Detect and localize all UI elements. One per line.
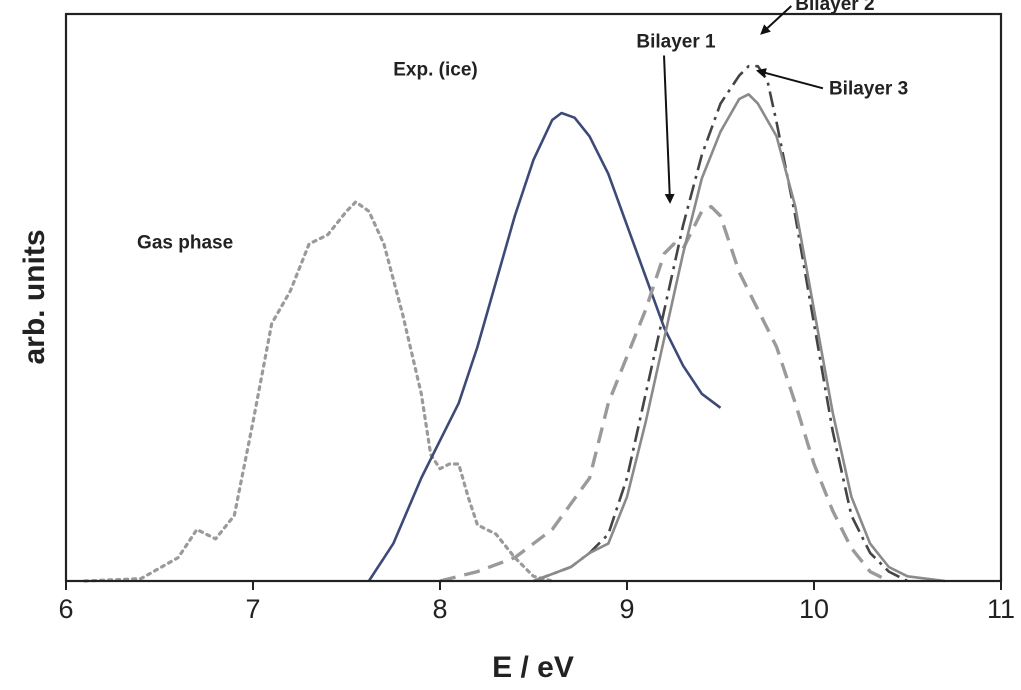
annotation-arrow xyxy=(663,55,675,204)
x-axis: 6 7 8 9 10 11 xyxy=(58,581,1015,624)
annotation-bilayer-3: Bilayer 3 xyxy=(829,78,908,99)
annotation-arrow xyxy=(760,5,792,35)
x-tick-label: 10 xyxy=(799,594,829,624)
annotation-bilayer-1: Bilayer 1 xyxy=(636,31,716,52)
plot-frame xyxy=(64,12,1003,583)
annotations: Gas phase Exp. (ice) Bilayer 1 Bilayer 2 Bil… xyxy=(137,0,908,254)
x-tick-label: 6 xyxy=(58,594,73,624)
series-line-bilayer-1 xyxy=(439,204,890,583)
annotation-bilayer-2: Bilayer 2 xyxy=(795,0,874,15)
x-tick-label: 8 xyxy=(432,594,447,624)
x-tick-label: 9 xyxy=(619,594,634,624)
series-line-bilayer-2 xyxy=(533,64,909,583)
x-axis-label: E / eV xyxy=(492,651,574,684)
series-line-bilayer-3 xyxy=(533,93,946,583)
annotation-exp-ice: Exp. (ice) xyxy=(393,60,477,81)
x-tick-label: 11 xyxy=(987,594,1015,624)
y-axis-label: arb. units xyxy=(18,229,51,364)
annotation-arrow xyxy=(755,68,824,90)
annotation-gas-phase: Gas phase xyxy=(137,233,233,254)
series-layer xyxy=(83,64,946,583)
series-line-gas-phase xyxy=(83,200,554,583)
x-tick-label: 7 xyxy=(245,594,260,624)
series-line-exp-ice xyxy=(367,111,722,582)
